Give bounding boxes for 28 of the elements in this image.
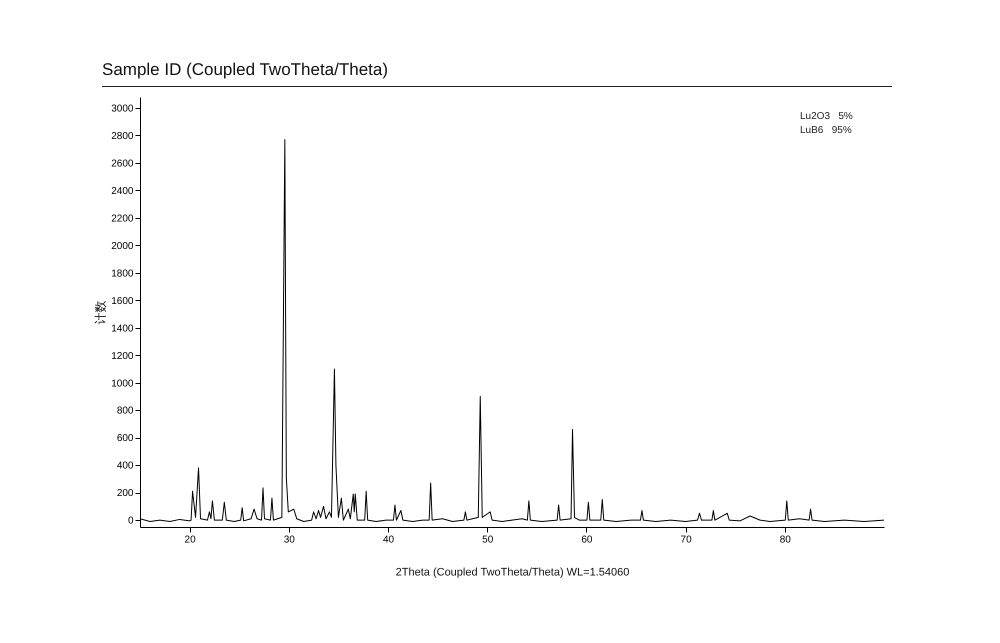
- annotation: Lu2O3 5%: [800, 110, 853, 124]
- x-tick-label: 50: [482, 534, 494, 546]
- y-tick-label: 800: [116, 406, 134, 417]
- y-tick-label: 1000: [111, 378, 134, 390]
- y-tick-label: 600: [116, 433, 134, 444]
- y-tick-label: 400: [116, 460, 134, 472]
- y-tick-label: 1800: [111, 268, 134, 280]
- x-axis-title: 2Theta (Coupled TwoTheta/Theta) WL=1.54060: [396, 566, 630, 578]
- x-tick-label: 30: [284, 534, 296, 546]
- y-tick-label: 2200: [111, 213, 134, 224]
- y-tick-label: 3000: [111, 103, 134, 114]
- y-tick-label: 2600: [111, 158, 134, 170]
- x-tick-label: 20: [184, 534, 196, 546]
- annotation: LuB6 95%: [800, 124, 853, 138]
- y-tick-label: 200: [116, 488, 134, 500]
- y-tick-label: 2800: [111, 130, 134, 142]
- y-tick-label: 2000: [111, 240, 134, 252]
- y-tick-label: 1400: [111, 323, 134, 334]
- y-tick-label: 2400: [111, 186, 134, 197]
- x-tick-label: 80: [780, 534, 792, 546]
- y-tick-label: 1600: [111, 296, 134, 307]
- x-tick-label: 40: [382, 534, 394, 546]
- y-axis-title: 计数: [93, 300, 108, 324]
- y-tick-label: 0: [128, 516, 134, 527]
- y-tick-label: 1200: [111, 350, 134, 362]
- x-tick-label: 60: [581, 534, 593, 546]
- chart-title: Sample ID (Coupled TwoTheta/Theta): [102, 60, 892, 87]
- x-tick-label: 70: [680, 534, 692, 546]
